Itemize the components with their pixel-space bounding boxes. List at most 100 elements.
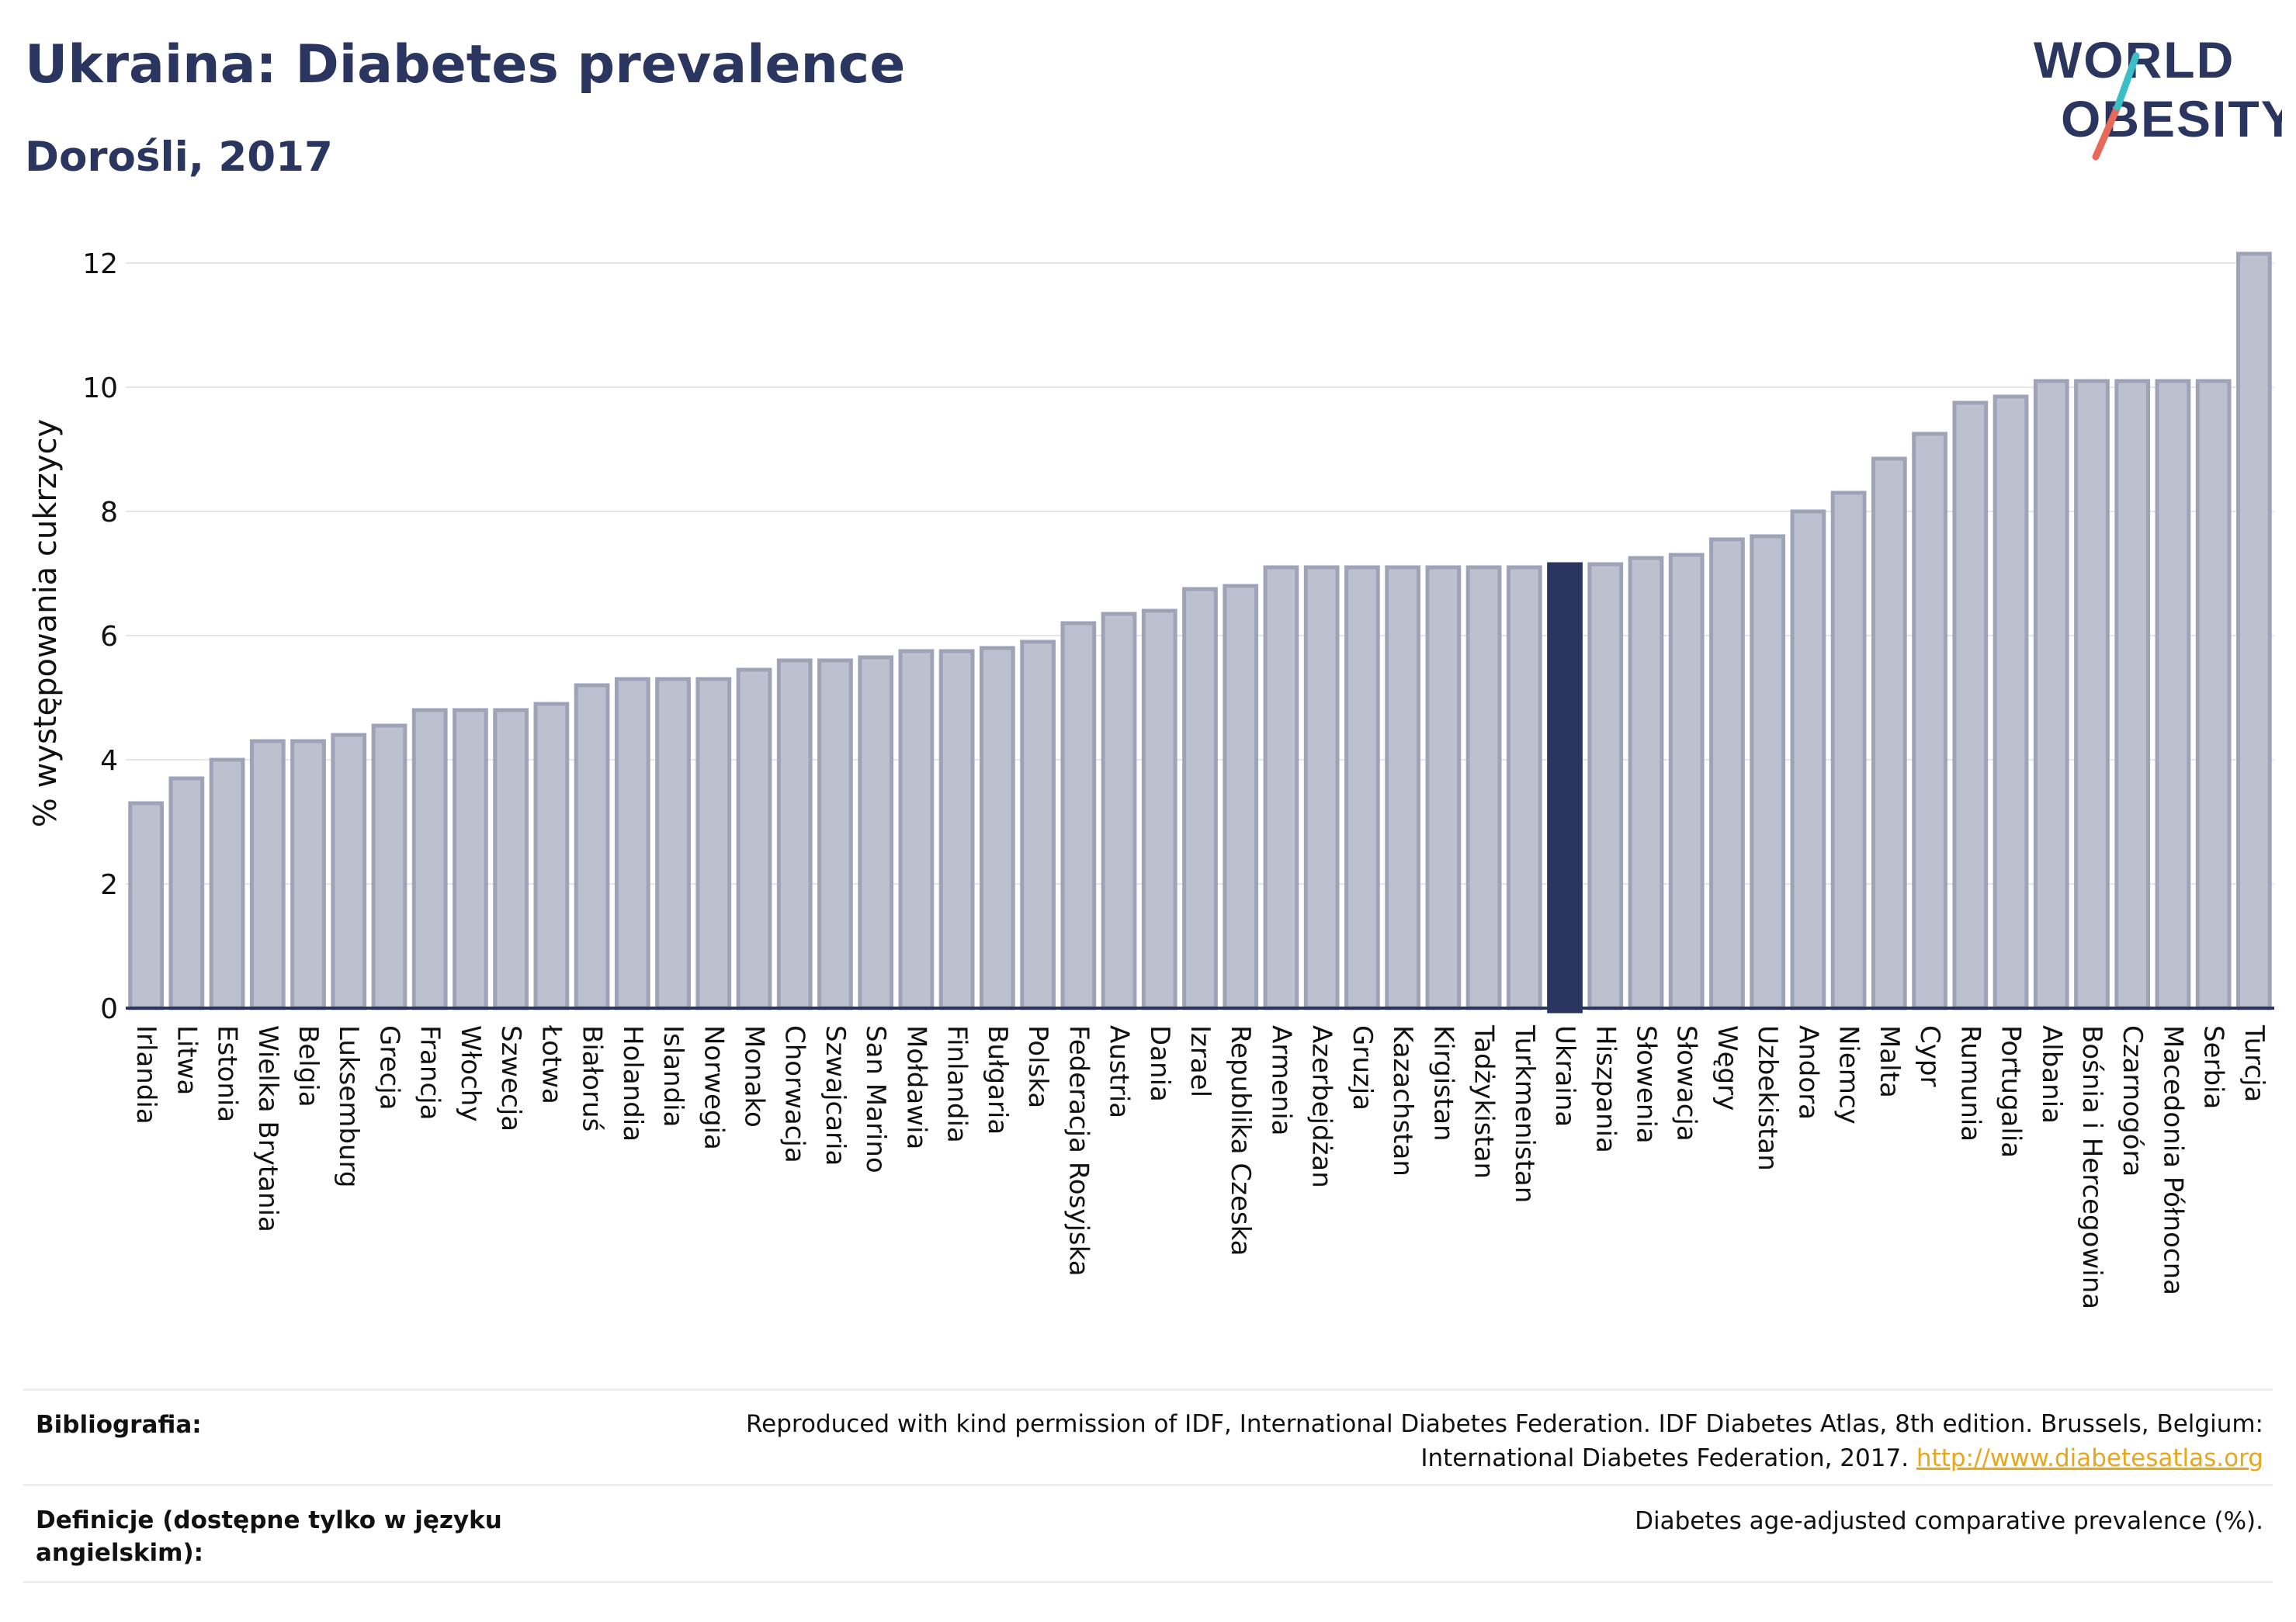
- x-tick-label: Norwegia: [698, 1025, 729, 1150]
- x-tick-label: Islandia: [657, 1025, 688, 1127]
- x-tick-label: Gruzja: [1347, 1025, 1378, 1111]
- x-tick-label: Holandia: [617, 1025, 648, 1142]
- y-tick-label: 12: [82, 248, 118, 280]
- bar-cypr: [1912, 431, 1947, 1010]
- bar-norwegia: [695, 677, 732, 1010]
- x-tick-label: Tadżykistan: [1469, 1024, 1500, 1179]
- y-tick-label: 2: [100, 869, 118, 901]
- x-tick-label: Turcja: [2239, 1024, 2270, 1102]
- bar-albania: [2033, 379, 2069, 1010]
- x-tick-label: Polska: [1022, 1025, 1053, 1108]
- bar-słowacja: [1668, 553, 1705, 1010]
- bar-słowenia: [1628, 556, 1664, 1010]
- x-tick-label: Łotwa: [536, 1024, 567, 1104]
- bar-polska: [1020, 639, 1056, 1010]
- bar-tadżykistan: [1465, 565, 1502, 1010]
- bar-austria: [1101, 612, 1137, 1010]
- x-tick-label: Irlandia: [130, 1025, 161, 1125]
- bar-włochy: [453, 708, 488, 1010]
- bar-dania: [1141, 608, 1177, 1010]
- definitions-text: Diabetes age-adjusted comparative preval…: [1635, 1507, 2263, 1535]
- logo-slash-bottom: [2092, 103, 2121, 161]
- world-obesity-logo: WORLD OBESITY: [2034, 31, 2282, 161]
- x-tick-label: Czarnogóra: [2117, 1025, 2148, 1177]
- bar-szwajcaria: [817, 658, 853, 1010]
- x-tick-label: Turkmenistan: [1509, 1024, 1540, 1203]
- bar-islandia: [655, 677, 691, 1010]
- page-title: Ukraina: Diabetes prevalence: [25, 34, 906, 95]
- x-tick-label: Francja: [414, 1025, 446, 1120]
- x-tick-label: Wielka Brytania: [252, 1025, 283, 1232]
- bibliography-line-1: Reproduced with kind permission of IDF, …: [746, 1410, 2263, 1438]
- bar-chart: 0 2 4 6 8 10 12 Irlandia Litwa Estonia Wielka Bry…: [28, 248, 2274, 1309]
- footer-divider-middle: [23, 1484, 2273, 1486]
- page-subtitle: Dorośli, 2017: [25, 133, 333, 181]
- x-tick-label: Austria: [1104, 1025, 1135, 1118]
- x-tick-label: Litwa: [171, 1025, 202, 1095]
- x-tick-label: Izrael: [1184, 1025, 1216, 1097]
- x-tick-label: Grecja: [373, 1025, 404, 1110]
- x-tick-label: Luksemburg: [333, 1025, 364, 1187]
- x-tick-label: Armenia: [1265, 1025, 1296, 1136]
- definitions-label: Definicje (dostępne tylko w języku angie…: [36, 1504, 502, 1569]
- bar-ukraina: [1547, 562, 1583, 1014]
- x-tick-label: Ukraina: [1549, 1025, 1580, 1127]
- bar-bułgaria: [979, 646, 1015, 1010]
- x-tick-labels: Irlandia Litwa Estonia Wielka Brytania Belgi…: [130, 1024, 2270, 1309]
- bar-monako: [736, 667, 772, 1010]
- bar-portugalia: [1993, 394, 2029, 1010]
- bar-węgry: [1709, 537, 1745, 1010]
- bar-szwecja: [493, 708, 529, 1010]
- y-tick-label: 8: [100, 497, 118, 529]
- x-tick-label: Uzbekistan: [1752, 1025, 1783, 1171]
- x-tick-label: Malta: [1874, 1025, 1905, 1098]
- bar-irlandia: [128, 801, 164, 1010]
- bar-serbia: [2195, 379, 2232, 1010]
- footer-divider-bottom: [23, 1581, 2273, 1583]
- x-tick-label: Słowenia: [1630, 1025, 1661, 1144]
- bar-turcja: [2236, 251, 2272, 1010]
- x-tick-label: San Marino: [860, 1025, 891, 1173]
- x-tick-label: Węgry: [1712, 1025, 1743, 1111]
- definitions-label-line-2: angielskim):: [36, 1539, 204, 1567]
- bar-rumunia: [1952, 400, 1989, 1010]
- logo-slash-top: [2114, 52, 2140, 111]
- x-tick-label: Macedonia Północna: [2157, 1025, 2188, 1295]
- bar-holandia: [614, 677, 650, 1010]
- x-tick-label: Belgia: [293, 1025, 324, 1107]
- bar-czarnogóra: [2114, 379, 2151, 1010]
- bar-estonia: [209, 757, 245, 1010]
- x-tick-label: Albania: [2036, 1025, 2067, 1124]
- x-tick-label: Kazachstan: [1387, 1025, 1418, 1177]
- bar-andora: [1790, 509, 1826, 1010]
- bar-litwa: [168, 776, 205, 1010]
- bar-republika-czeska: [1223, 584, 1259, 1010]
- x-tick-label: Portugalia: [1996, 1025, 2027, 1158]
- diabetes-atlas-link[interactable]: http://www.diabetesatlas.org: [1916, 1444, 2263, 1472]
- x-tick-label: Chorwacja: [779, 1025, 810, 1163]
- x-tick-label: Serbia: [2198, 1025, 2229, 1109]
- bibliography-line-2: International Diabetes Federation, 2017.…: [746, 1441, 2263, 1475]
- footer-divider-top: [23, 1388, 2273, 1391]
- bar-gruzja: [1344, 565, 1380, 1010]
- bar-łotwa: [533, 702, 570, 1010]
- bar-wielka-brytania: [249, 739, 286, 1010]
- y-tick-label: 4: [100, 745, 118, 777]
- x-tick-label: Finlandia: [942, 1025, 973, 1143]
- x-tick-label: Włochy: [455, 1025, 486, 1121]
- bar-mołdawia: [898, 649, 935, 1010]
- x-tick-label: Estonia: [212, 1025, 243, 1122]
- bar-chorwacja: [776, 658, 813, 1010]
- bars: [128, 251, 2272, 1014]
- x-tick-label: Azerbejdżan: [1306, 1025, 1337, 1188]
- y-tick-label: 0: [100, 993, 118, 1025]
- x-tick-label: Republika Czeska: [1225, 1025, 1256, 1256]
- bar-uzbekistan: [1750, 534, 1786, 1010]
- logo-word-obesity: OBESITY: [2061, 90, 2282, 147]
- bar-armenia: [1263, 565, 1299, 1010]
- bibliography-line-2-text: International Diabetes Federation, 2017.: [1420, 1444, 1909, 1472]
- bar-federacja-rosyjska: [1060, 621, 1097, 1010]
- definitions-label-line-1: Definicje (dostępne tylko w języku: [36, 1506, 502, 1534]
- bar-san-marino: [858, 655, 894, 1010]
- bar-francja: [411, 708, 448, 1010]
